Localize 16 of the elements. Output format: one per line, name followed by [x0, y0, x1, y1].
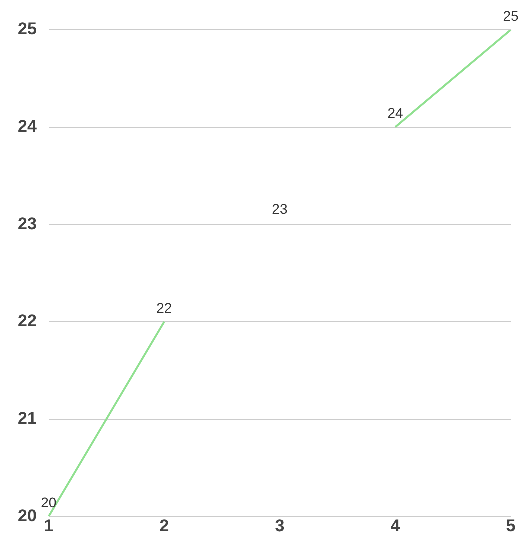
y-tick-label: 21: [18, 408, 37, 428]
data-label: 25: [503, 8, 519, 24]
data-label: 22: [156, 300, 172, 316]
x-tick-label: 2: [160, 516, 170, 536]
x-tick-label: 1: [44, 516, 54, 536]
y-tick-label: 23: [18, 214, 37, 234]
x-tick-label: 3: [275, 516, 285, 536]
data-label: 24: [388, 105, 404, 122]
y-tick-label: 24: [18, 117, 38, 136]
y-tick-label: 22: [18, 312, 37, 331]
y-tick-label: 25: [18, 20, 37, 39]
y-tick-label: 20: [18, 506, 37, 526]
x-tick-label: 5: [506, 516, 516, 536]
annotation: 23: [272, 201, 288, 218]
data-label: 20: [41, 494, 57, 510]
x-tick-label: 4: [390, 516, 401, 536]
